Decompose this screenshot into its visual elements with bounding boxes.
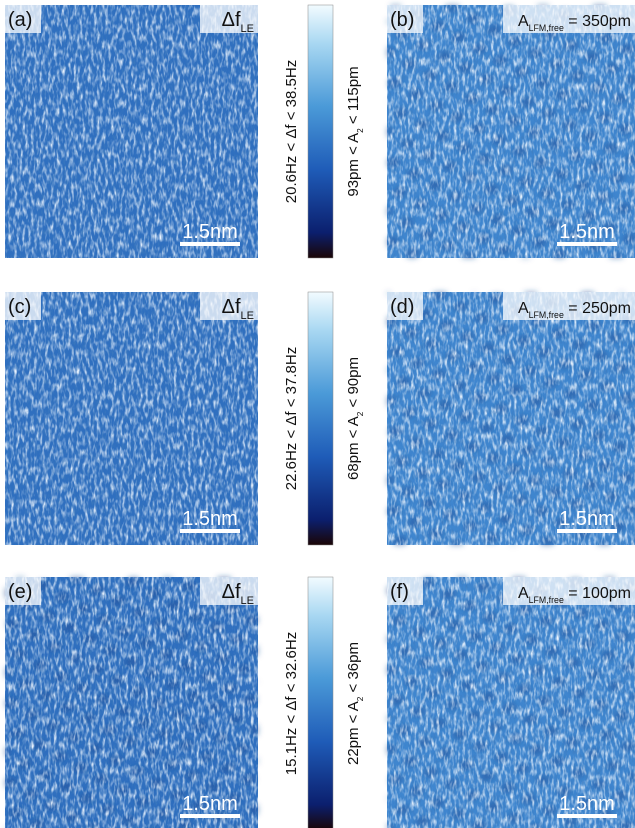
text-part: = 250pm xyxy=(564,300,631,317)
image-panel: (c) ΔfLE 1.5nm xyxy=(5,292,258,545)
text-part: = 350pm xyxy=(564,13,631,30)
image-panel: (b) ALFM,free = 350pm 1.5nm xyxy=(387,5,635,258)
text-part: LE xyxy=(241,310,254,322)
colorbar xyxy=(307,576,334,828)
noise-dark xyxy=(387,292,635,545)
colorbar-label-left: 15.1Hz < Δf < 32.6Hz xyxy=(283,632,300,775)
label-box xyxy=(5,577,41,605)
image-panel: (e) ΔfLE 1.5nm xyxy=(5,577,258,828)
text-part: LFM,free xyxy=(529,23,564,33)
noise-dark xyxy=(5,577,258,828)
text-part: < 115pm xyxy=(345,66,362,128)
image-panel: (f) ALFM,free = 100pm 1.5nm xyxy=(387,577,635,828)
annotation-box xyxy=(503,577,635,605)
text-part: A xyxy=(518,300,529,317)
colorbar-label-left: 22.6Hz < Δf < 37.8Hz xyxy=(283,347,300,490)
text-part: LE xyxy=(241,23,254,35)
label-box xyxy=(5,5,41,33)
text-part: A xyxy=(518,585,529,602)
noise-dark xyxy=(5,292,258,545)
scale-bar-label: 1.5nm xyxy=(182,793,238,815)
text-part: LFM,free xyxy=(529,310,564,320)
annotation: ALFM,free = 250pm xyxy=(518,300,631,320)
annotation: ALFM,free = 100pm xyxy=(518,585,631,605)
colorbar-label-right: 22pm < A2 < 36pm xyxy=(345,642,365,765)
text-part: < 90pm xyxy=(345,357,362,412)
panel-label: (d) xyxy=(390,296,414,318)
annotation: ΔfLE xyxy=(222,296,254,322)
text-part: 22.6Hz < Δf < 37.8Hz xyxy=(283,347,300,490)
image-panel: (d) ALFM,free = 250pm 1.5nm xyxy=(387,292,635,545)
text-part: 93pm < A xyxy=(345,133,362,197)
scale-bar-label: 1.5nm xyxy=(559,793,615,815)
text-part: A xyxy=(518,13,529,30)
panel-label: (a) xyxy=(8,9,32,31)
noise-dark xyxy=(387,5,635,258)
annotation: ALFM,free = 350pm xyxy=(518,13,631,33)
panel-label: (c) xyxy=(8,296,31,318)
annotation-box xyxy=(503,5,635,33)
label-box xyxy=(5,292,41,320)
colorbar xyxy=(307,291,334,546)
text-part: < 36pm xyxy=(345,642,362,697)
label-box xyxy=(387,292,423,320)
panel-label: (b) xyxy=(390,9,414,31)
text-part: 68pm < A xyxy=(345,416,362,480)
text-part: Δf xyxy=(222,296,241,318)
text-part: LE xyxy=(241,595,254,607)
colorbar-label-right: 68pm < A2 < 90pm xyxy=(345,357,365,480)
text-part: 2 xyxy=(356,128,365,133)
text-part: = 100pm xyxy=(564,585,631,602)
scale-bar-label: 1.5nm xyxy=(182,508,238,530)
colorbar xyxy=(307,4,334,259)
text-part: 20.6Hz < Δf < 38.5Hz xyxy=(283,60,300,203)
scale-bar-label: 1.5nm xyxy=(182,221,238,243)
text-part: 15.1Hz < Δf < 32.6Hz xyxy=(283,632,300,775)
text-part: 2 xyxy=(356,696,365,701)
noise-dark xyxy=(5,5,258,258)
annotation-box xyxy=(503,292,635,320)
scale-bar-label: 1.5nm xyxy=(559,508,615,530)
text-part: 22pm < A xyxy=(345,701,362,765)
scale-bar-label: 1.5nm xyxy=(559,221,615,243)
label-box xyxy=(387,5,423,33)
annotation: ΔfLE xyxy=(222,9,254,35)
annotation-box xyxy=(200,577,258,605)
label-box xyxy=(387,577,423,605)
annotation-box xyxy=(200,5,258,33)
text-part: LFM,free xyxy=(529,595,564,605)
noise-dark xyxy=(387,577,635,828)
image-panel: (a) ΔfLE 1.5nm xyxy=(5,5,258,258)
panel-label: (e) xyxy=(8,581,32,603)
colorbar-label-right: 93pm < A2 < 115pm xyxy=(345,66,365,196)
panel-label: (f) xyxy=(390,581,409,603)
colorbar-label-left: 20.6Hz < Δf < 38.5Hz xyxy=(283,60,300,203)
text-part: Δf xyxy=(222,581,241,603)
annotation-box xyxy=(200,292,258,320)
text-part: Δf xyxy=(222,9,241,31)
text-part: 2 xyxy=(356,411,365,416)
annotation: ΔfLE xyxy=(222,581,254,607)
